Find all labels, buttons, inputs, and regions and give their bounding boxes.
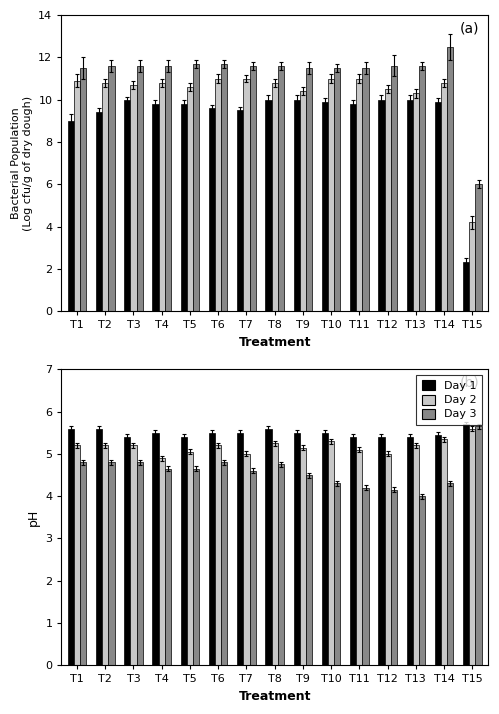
Bar xyxy=(137,463,143,665)
Bar xyxy=(237,110,244,311)
Bar xyxy=(391,66,397,311)
Bar xyxy=(293,433,300,665)
Text: (b): (b) xyxy=(460,376,480,389)
Text: (a): (a) xyxy=(460,21,480,35)
X-axis label: Treatment: Treatment xyxy=(239,690,311,703)
Bar xyxy=(356,450,362,665)
Bar xyxy=(378,100,385,311)
Bar xyxy=(96,112,102,311)
Bar xyxy=(108,66,114,311)
Bar xyxy=(419,496,425,665)
Bar xyxy=(130,85,137,311)
Bar xyxy=(152,104,159,311)
Bar xyxy=(447,483,454,665)
Bar xyxy=(334,483,340,665)
Bar xyxy=(221,64,228,311)
Bar xyxy=(469,222,476,311)
Bar xyxy=(476,184,482,311)
Bar xyxy=(463,263,469,311)
Bar xyxy=(152,433,159,665)
Bar xyxy=(68,428,74,665)
Bar xyxy=(68,121,74,311)
Bar xyxy=(441,83,447,311)
Y-axis label: Bacterial Population
(Log cfu/g of dry dough): Bacterial Population (Log cfu/g of dry d… xyxy=(11,96,33,231)
Bar xyxy=(306,68,312,311)
Bar xyxy=(435,102,441,311)
Bar xyxy=(334,68,340,311)
Bar xyxy=(193,64,199,311)
Bar xyxy=(124,100,130,311)
Bar xyxy=(407,100,413,311)
Bar xyxy=(250,66,255,311)
Bar xyxy=(407,437,413,665)
Bar xyxy=(350,437,356,665)
Bar xyxy=(306,475,312,665)
Bar xyxy=(265,100,271,311)
Bar xyxy=(447,47,454,311)
Bar xyxy=(74,446,80,665)
Bar xyxy=(165,468,171,665)
Bar xyxy=(265,428,271,665)
Bar xyxy=(159,83,165,311)
Bar xyxy=(378,437,385,665)
Bar xyxy=(237,433,244,665)
Bar xyxy=(362,68,369,311)
Bar xyxy=(328,79,334,311)
Bar xyxy=(476,426,482,665)
Bar xyxy=(187,452,193,665)
Bar xyxy=(300,448,306,665)
Bar xyxy=(278,66,284,311)
Bar xyxy=(181,104,187,311)
Bar xyxy=(391,490,397,665)
Bar xyxy=(322,433,328,665)
Bar xyxy=(244,454,250,665)
Bar xyxy=(215,446,221,665)
Bar xyxy=(271,83,278,311)
Bar xyxy=(209,433,215,665)
Bar xyxy=(159,458,165,665)
Bar xyxy=(328,441,334,665)
Bar xyxy=(356,79,362,311)
Bar xyxy=(435,435,441,665)
Bar xyxy=(124,437,130,665)
Bar xyxy=(271,443,278,665)
Bar xyxy=(250,471,255,665)
Bar xyxy=(80,463,86,665)
Bar xyxy=(209,108,215,311)
Bar xyxy=(108,463,114,665)
Bar xyxy=(80,68,86,311)
Bar xyxy=(350,104,356,311)
Bar xyxy=(244,79,250,311)
Bar xyxy=(130,446,137,665)
Bar xyxy=(385,89,391,311)
Bar xyxy=(385,454,391,665)
Bar xyxy=(413,446,419,665)
Bar xyxy=(322,102,328,311)
X-axis label: Treatment: Treatment xyxy=(239,336,311,348)
Bar xyxy=(413,94,419,311)
Bar xyxy=(300,91,306,311)
Bar xyxy=(419,66,425,311)
Bar xyxy=(181,437,187,665)
Bar xyxy=(441,439,447,665)
Bar xyxy=(362,488,369,665)
Bar xyxy=(293,100,300,311)
Bar xyxy=(221,463,228,665)
Bar xyxy=(469,428,476,665)
Bar xyxy=(193,468,199,665)
Bar xyxy=(74,81,80,311)
Y-axis label: pH: pH xyxy=(27,508,40,526)
Legend: Day 1, Day 2, Day 3: Day 1, Day 2, Day 3 xyxy=(416,375,483,425)
Bar xyxy=(278,465,284,665)
Bar xyxy=(463,424,469,665)
Bar xyxy=(102,446,108,665)
Bar xyxy=(96,428,102,665)
Bar xyxy=(187,87,193,311)
Bar xyxy=(102,83,108,311)
Bar xyxy=(137,66,143,311)
Bar xyxy=(165,66,171,311)
Bar xyxy=(215,79,221,311)
